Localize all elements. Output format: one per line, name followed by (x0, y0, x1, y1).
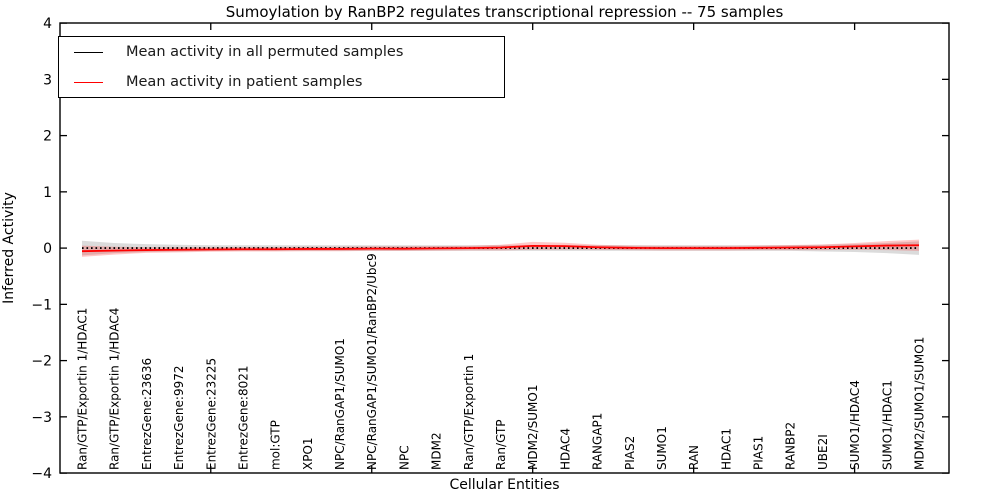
category-label: MDM2/SUMO1 (526, 385, 540, 470)
category-label: Ran/GTP (494, 419, 508, 470)
category-label: PIAS1 (752, 436, 766, 470)
category-label: NPC (397, 445, 411, 470)
category-label: HDAC1 (719, 428, 733, 470)
y-tick-label: −4 (31, 466, 52, 482)
category-label: NPC/RanGAP1/SUMO1/RanBP2/Ubc9 (365, 253, 379, 470)
category-label: EntrezGene:23225 (204, 358, 218, 470)
x-axis-label: Cellular Entities (449, 477, 560, 493)
category-label: SUMO1/HDAC4 (848, 380, 862, 470)
category-label: MDM2 (430, 432, 444, 470)
category-label: UBE2I (816, 434, 830, 470)
y-tick-label: 1 (43, 185, 52, 201)
category-label: EntrezGene:8021 (236, 366, 250, 471)
category-label: Ran/GTP/Exportin 1/HDAC4 (108, 308, 122, 470)
category-label: SUMO1 (655, 426, 669, 470)
y-axis-label: Inferred Activity (1, 192, 17, 304)
y-tick-label: 2 (43, 129, 52, 145)
category-label: RAN (687, 445, 701, 470)
patient-series-line (81, 244, 920, 253)
legend-item-permuted: Mean activity in all permuted samples (59, 38, 504, 67)
y-tick-label: −1 (31, 297, 52, 313)
legend-item-patient: Mean activity in patient samples (59, 68, 504, 97)
legend-label-patient: Mean activity in patient samples (126, 73, 363, 90)
category-label: RANGAP1 (591, 413, 605, 470)
permuted-line-swatch (74, 51, 103, 53)
y-tick-label: −2 (31, 354, 52, 370)
y-tick-label: 4 (43, 16, 52, 32)
y-tick-label: 0 (43, 241, 52, 257)
category-label: HDAC4 (558, 428, 572, 470)
category-label: RANBP2 (784, 422, 798, 470)
legend-label-permuted: Mean activity in all permuted samples (126, 43, 404, 60)
legend: Mean activity in all permuted samples Me… (58, 36, 505, 98)
category-label: XPO1 (301, 437, 315, 470)
chart-title: Sumoylation by RanBP2 regulates transcri… (225, 3, 784, 21)
y-tick-label: −3 (31, 410, 52, 426)
category-label: EntrezGene:9972 (172, 366, 186, 471)
category-label: Ran/GTP/Exportin 1/HDAC1 (76, 308, 90, 470)
y-tick-label: 3 (43, 72, 52, 88)
category-label: Ran/GTP/Exportin 1 (462, 354, 476, 470)
patient-line-swatch (74, 81, 103, 83)
category-label: NPC/RanGAP1/SUMO1 (333, 338, 347, 470)
category-label: PIAS2 (623, 436, 637, 470)
category-label: EntrezGene:23636 (140, 358, 154, 470)
category-label: MDM2/SUMO1/SUMO1 (913, 337, 927, 470)
category-label: mol:GTP (269, 420, 283, 470)
category-label: SUMO1/HDAC1 (880, 380, 894, 470)
